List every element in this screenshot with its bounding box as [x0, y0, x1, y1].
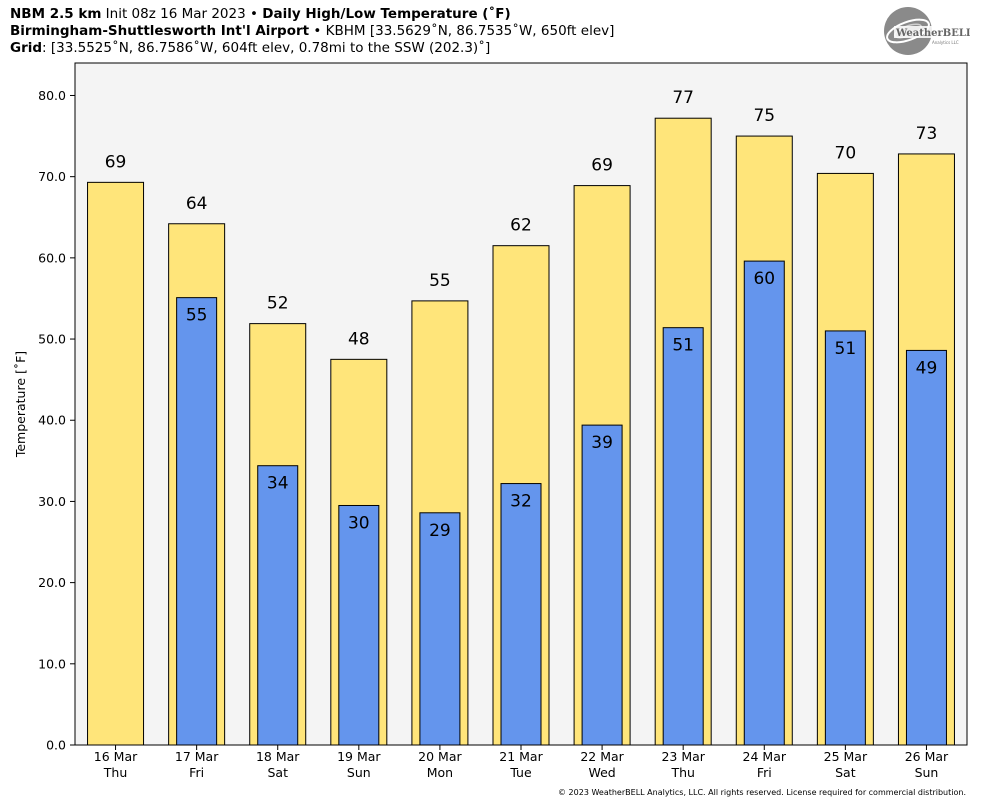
- high-temp-label: 69: [591, 156, 613, 176]
- station-info: • KBHM [33.5629˚N, 86.7535˚W, 650ft elev…: [309, 23, 615, 39]
- x-tick-date: 21 Mar: [499, 749, 543, 764]
- low-temp-bar: [905, 349, 947, 746]
- low-temp-bar: [338, 504, 380, 746]
- low-temp-bar: [419, 512, 461, 746]
- product-title: Daily High/Low Temperature (˚F): [262, 6, 511, 22]
- grid-label: Grid: [10, 40, 43, 56]
- x-tick-date: 17 Mar: [175, 749, 219, 764]
- x-tick-weekday: Tue: [509, 765, 532, 780]
- x-tick-weekday: Thu: [670, 765, 694, 780]
- y-tick-label: 50.0: [38, 332, 66, 347]
- high-temp-label: 77: [672, 88, 694, 108]
- x-tick-weekday: Sun: [915, 765, 939, 780]
- y-tick-label: 10.0: [38, 656, 66, 671]
- low-temp-label: 39: [591, 433, 613, 453]
- x-tick-date: 18 Mar: [256, 749, 300, 764]
- chart-header-line-3: Grid: [33.5525˚N, 86.7586˚W, 604ft elev,…: [10, 40, 490, 57]
- x-tick-date: 25 Mar: [824, 749, 868, 764]
- low-temp-label: 29: [429, 521, 451, 541]
- low-temp-label: 49: [916, 358, 938, 378]
- high-temp-label: 62: [510, 216, 532, 236]
- chart-header-line-1: NBM 2.5 km Init 08z 16 Mar 2023 • Daily …: [10, 6, 511, 23]
- bars-group: 69 64 55 52 34 48 30 55 29 62 32 69 39 77 51 75 60 70 51 73…: [87, 88, 955, 746]
- x-tick-date: 23 Mar: [661, 749, 705, 764]
- low-temp-bar: [743, 260, 785, 746]
- high-temp-label: 70: [835, 143, 857, 163]
- logo-subtext: Analytics LLC: [932, 40, 959, 45]
- y-tick-label: 40.0: [38, 413, 66, 428]
- low-temp-bar: [824, 330, 866, 746]
- x-tick-date: 22 Mar: [580, 749, 624, 764]
- x-tick-weekday: Fri: [757, 765, 772, 780]
- low-temp-bar: [257, 465, 299, 746]
- x-tick-weekday: Mon: [427, 765, 453, 780]
- chart-header-line-2: Birmingham-Shuttlesworth Int'l Airport •…: [10, 23, 614, 40]
- y-axis: 0.0 10.0 20.0 30.0 40.0 50.0 60.0 70.0 80.0: [38, 88, 75, 753]
- y-tick-label: 0.0: [46, 738, 66, 753]
- low-temp-bar: [581, 424, 623, 746]
- high-temp-label: 75: [753, 106, 775, 126]
- low-temp-label: 34: [267, 474, 289, 494]
- x-tick-weekday: Sat: [267, 765, 288, 780]
- high-temp-label: 48: [348, 329, 370, 349]
- init-time: Init 08z 16 Mar 2023 •: [101, 6, 263, 22]
- x-tick-weekday: Fri: [189, 765, 204, 780]
- x-tick-date: 16 Mar: [94, 749, 138, 764]
- copyright-notice: © 2023 WeatherBELL Analytics, LLC. All r…: [558, 788, 966, 797]
- station-name: Birmingham-Shuttlesworth Int'l Airport: [10, 23, 310, 39]
- logo-text: WeatherBELL: [895, 28, 970, 39]
- high-temp-label: 64: [186, 194, 208, 214]
- x-tick-date: 24 Mar: [743, 749, 787, 764]
- x-tick-weekday: Sun: [347, 765, 371, 780]
- high-temp-label: 69: [105, 152, 127, 172]
- plot-frame: [74, 62, 968, 746]
- x-tick-date: 19 Mar: [337, 749, 381, 764]
- x-tick-weekday: Wed: [588, 765, 615, 780]
- x-tick-date: 20 Mar: [418, 749, 462, 764]
- y-tick-label: 80.0: [38, 88, 66, 103]
- low-temp-label: 51: [835, 339, 857, 359]
- low-temp-bar: [500, 483, 542, 746]
- y-tick-label: 60.0: [38, 250, 66, 265]
- low-temp-bar: [176, 297, 218, 746]
- low-temp-bar: [662, 327, 704, 746]
- model-name: NBM 2.5 km: [10, 6, 102, 22]
- high-temp-label: 52: [267, 294, 289, 314]
- x-tick-weekday: Sat: [835, 765, 856, 780]
- weatherbell-logo: WeatherBELL Analytics LLC: [884, 7, 970, 55]
- low-temp-label: 30: [348, 513, 370, 533]
- high-temp-label: 55: [429, 271, 451, 291]
- y-axis-label: Temperature [˚F]: [13, 351, 28, 458]
- low-temp-label: 32: [510, 492, 532, 512]
- y-tick-label: 70.0: [38, 169, 66, 184]
- high-temp-bar: [87, 181, 145, 746]
- x-tick-weekday: Thu: [103, 765, 127, 780]
- low-temp-label: 60: [753, 269, 775, 289]
- high-temp-label: 73: [916, 124, 938, 144]
- grid-info: : [33.5525˚N, 86.7586˚W, 604ft elev, 0.7…: [42, 40, 491, 56]
- y-tick-label: 30.0: [38, 494, 66, 509]
- low-temp-label: 51: [672, 336, 694, 356]
- low-temp-label: 55: [186, 306, 208, 326]
- y-tick-label: 20.0: [38, 575, 66, 590]
- x-tick-date: 26 Mar: [905, 749, 949, 764]
